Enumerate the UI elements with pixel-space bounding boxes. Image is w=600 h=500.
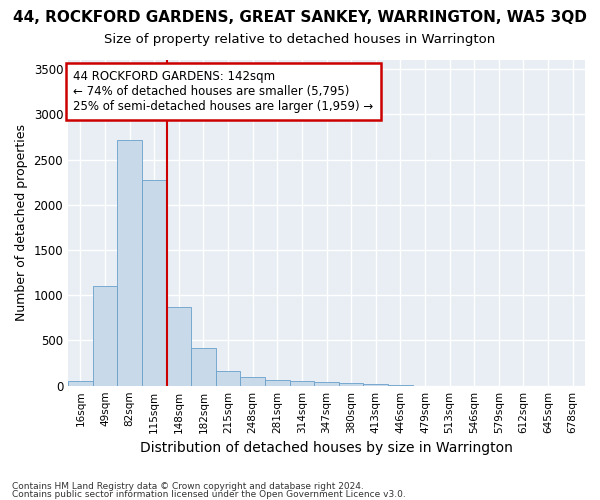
Bar [241, 377, 265, 386]
Bar [314, 382, 339, 386]
Bar [191, 348, 216, 386]
Text: 44 ROCKFORD GARDENS: 142sqm
← 74% of detached houses are smaller (5,795)
25% of : 44 ROCKFORD GARDENS: 142sqm ← 74% of det… [73, 70, 373, 113]
Text: Contains public sector information licensed under the Open Government Licence v3: Contains public sector information licen… [12, 490, 406, 499]
Bar [68, 381, 92, 386]
Text: 44, ROCKFORD GARDENS, GREAT SANKEY, WARRINGTON, WA5 3QD: 44, ROCKFORD GARDENS, GREAT SANKEY, WARR… [13, 10, 587, 25]
Y-axis label: Number of detached properties: Number of detached properties [15, 124, 28, 322]
Text: Contains HM Land Registry data © Crown copyright and database right 2024.: Contains HM Land Registry data © Crown c… [12, 482, 364, 491]
Bar [265, 380, 290, 386]
Bar [142, 180, 167, 386]
Bar [364, 384, 388, 386]
Bar [290, 380, 314, 386]
Bar [167, 307, 191, 386]
Bar [117, 140, 142, 386]
Bar [388, 385, 413, 386]
Bar [216, 371, 241, 386]
Bar [92, 286, 117, 386]
Text: Size of property relative to detached houses in Warrington: Size of property relative to detached ho… [104, 32, 496, 46]
Bar [339, 383, 364, 386]
X-axis label: Distribution of detached houses by size in Warrington: Distribution of detached houses by size … [140, 441, 513, 455]
